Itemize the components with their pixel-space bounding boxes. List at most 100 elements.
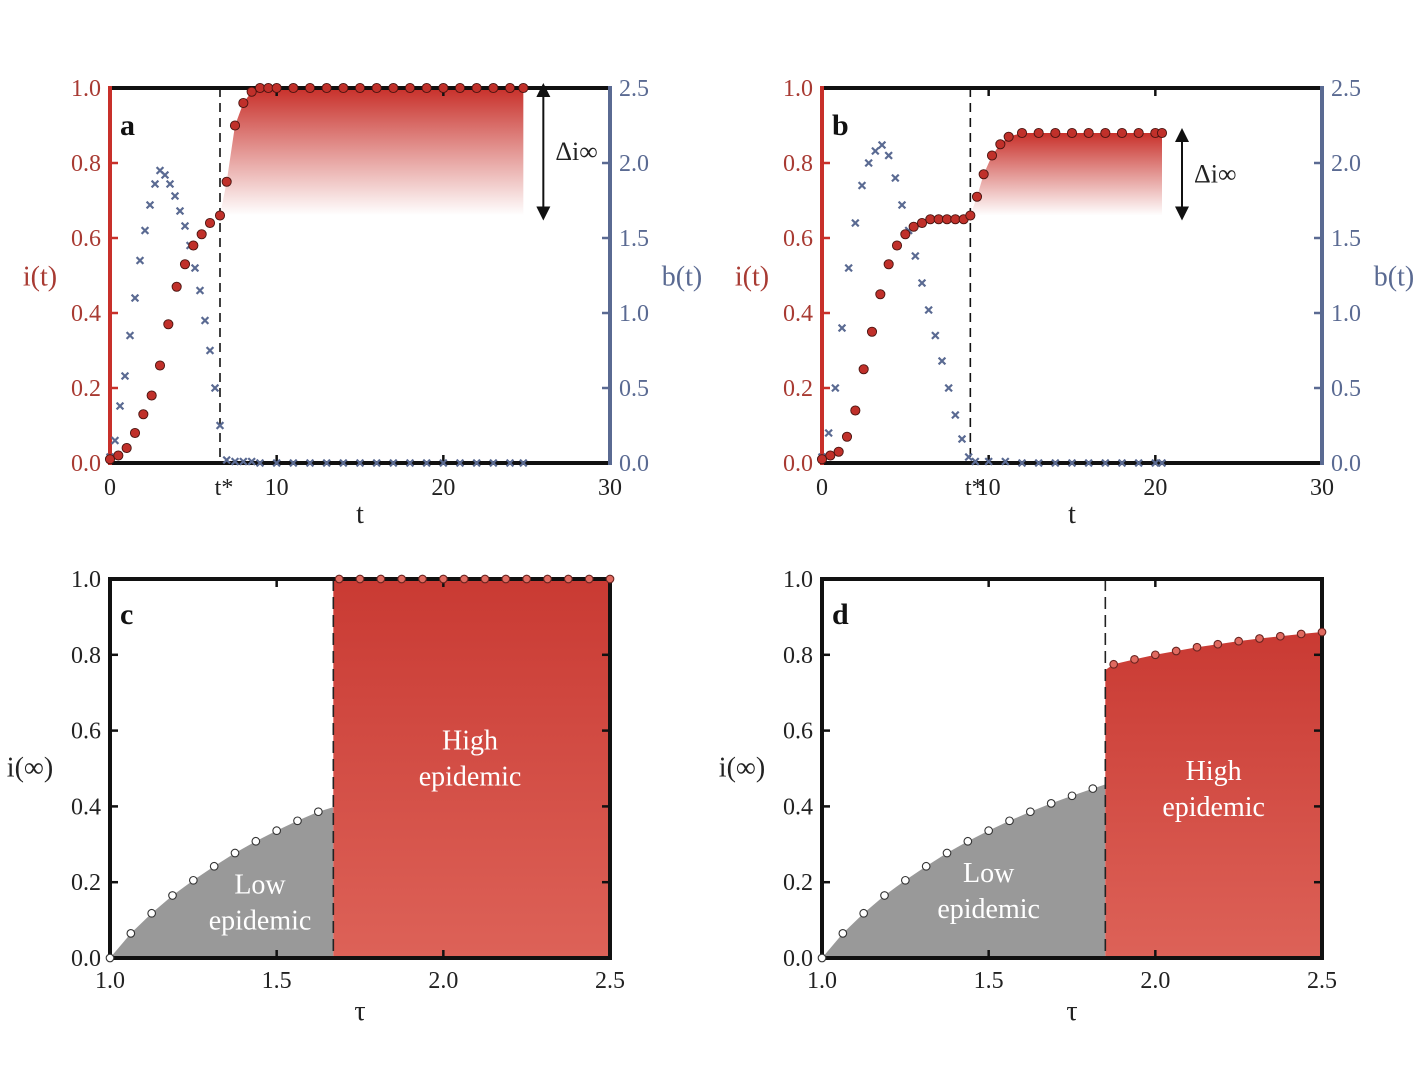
t-star-label: t* — [215, 475, 234, 501]
x-tick-label: 20 — [431, 475, 455, 501]
i-point — [858, 364, 869, 375]
low-point — [817, 953, 827, 963]
panel-letter: d — [832, 598, 849, 631]
b-point — [1001, 457, 1010, 466]
b-point — [1084, 458, 1093, 468]
y-left-tick-label: 0.8 — [71, 151, 101, 177]
high-point — [1234, 636, 1244, 646]
i-point — [371, 82, 382, 94]
b-point — [205, 346, 215, 355]
b-point — [130, 293, 140, 303]
x-tick-label: 1.0 — [807, 968, 837, 994]
i-point — [121, 442, 132, 454]
i-point — [504, 82, 516, 94]
y-right-tick-label: 2.0 — [1331, 151, 1361, 177]
low-epidemic-label-line2: epidemic — [209, 906, 312, 937]
b-point — [210, 383, 220, 393]
i-point — [238, 97, 249, 109]
high-epidemic-label-line1: High — [1186, 756, 1242, 787]
b-point — [165, 179, 175, 189]
b-point — [897, 200, 907, 210]
low-point — [251, 836, 261, 846]
i-point — [196, 229, 207, 240]
i-point — [113, 450, 124, 461]
y-left-tick-label: 0.6 — [783, 226, 813, 252]
b-point — [472, 458, 481, 468]
x-axis-title: t — [1068, 499, 1076, 530]
high-point — [1192, 642, 1202, 652]
low-point — [293, 816, 302, 826]
x-tick-label: 1.5 — [262, 968, 292, 994]
low-point — [126, 929, 136, 938]
i-point — [891, 240, 903, 251]
y-axis-title: i(∞) — [719, 753, 765, 784]
y-tick-label: 0.8 — [71, 643, 101, 669]
high-point — [418, 574, 427, 584]
b-point — [389, 458, 398, 468]
x-tick-label: 1.0 — [95, 968, 125, 994]
i-point — [518, 82, 529, 94]
i-point — [933, 214, 944, 225]
x-axis-title: t — [356, 499, 364, 530]
high-point — [334, 574, 344, 584]
b-point — [1067, 458, 1077, 468]
b-point — [944, 383, 953, 393]
y-right-tick-label: 0.0 — [1331, 451, 1361, 477]
i-point — [900, 229, 911, 240]
i-point — [908, 221, 919, 232]
low-point — [230, 848, 240, 858]
b-point — [857, 181, 867, 190]
i-point — [965, 210, 976, 221]
low-point — [1067, 791, 1077, 801]
y-right-tick-label: 0.5 — [619, 376, 649, 402]
y-tick-label: 0.4 — [71, 794, 101, 820]
b-point — [964, 452, 973, 462]
i-point — [438, 82, 449, 94]
high-epidemic-area — [1105, 632, 1322, 958]
y-left-tick-label: 0.4 — [783, 301, 813, 327]
i-point — [1066, 127, 1078, 139]
i-point — [1033, 127, 1044, 139]
y-left-tick-label: 0.0 — [71, 451, 101, 477]
b-point — [439, 458, 448, 468]
high-epidemic-label-line1: High — [442, 726, 498, 757]
b-point — [837, 323, 847, 333]
x-axis-title: τ — [354, 996, 365, 1027]
i-point — [154, 360, 166, 371]
b-point — [891, 173, 900, 183]
x-tick-label: 2.0 — [428, 968, 458, 994]
b-point — [871, 146, 880, 156]
b-point — [215, 421, 225, 430]
b-point — [200, 316, 210, 325]
b-point — [405, 458, 415, 468]
high-point — [1213, 639, 1223, 649]
delta-label: Δi∞ — [1194, 159, 1236, 188]
i-point — [321, 82, 332, 94]
low-point — [838, 929, 848, 938]
b-point — [877, 140, 887, 150]
b-point — [140, 226, 150, 235]
high-point — [1130, 654, 1139, 664]
i-point — [1116, 127, 1128, 139]
i-point — [388, 82, 399, 94]
y-right-axis-title: b(t) — [1374, 262, 1414, 293]
plot-frame — [820, 577, 1324, 960]
i-point — [138, 409, 149, 420]
low-epidemic-label-line1: Low — [234, 870, 286, 901]
panel-letter: b — [832, 109, 849, 142]
high-point — [1150, 650, 1160, 660]
b-point — [150, 179, 160, 189]
high-epidemic-label-line2: epidemic — [1162, 792, 1265, 823]
y-tick-label: 0.0 — [71, 946, 101, 972]
high-point — [563, 574, 573, 584]
b-point — [455, 458, 465, 468]
b-point — [355, 458, 365, 468]
b-point — [422, 458, 431, 468]
b-point — [957, 434, 967, 444]
y-right-tick-label: 2.5 — [619, 76, 649, 102]
y-tick-label: 0.2 — [783, 870, 813, 896]
i-point — [1016, 127, 1028, 139]
panel-letter: a — [120, 109, 135, 142]
b-point — [931, 331, 940, 340]
y-tick-label: 0.6 — [71, 719, 101, 745]
